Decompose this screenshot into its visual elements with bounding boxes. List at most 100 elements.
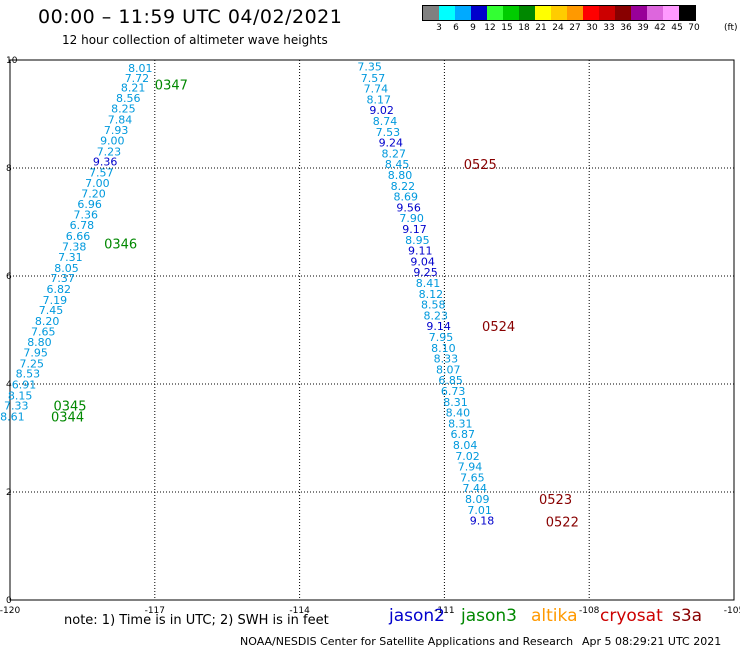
swh-value-label: 7.37 [50, 272, 75, 285]
sat-label-altika: altika [531, 606, 578, 626]
swh-value-label: 8.53 [16, 368, 41, 381]
swh-value-label: 9.25 [413, 266, 438, 279]
swh-value-label: 8.23 [423, 309, 448, 322]
time-label: 0523 [539, 493, 572, 508]
legend-unit: (ft) [724, 23, 738, 33]
swh-value-label: 9.24 [379, 137, 404, 150]
swh-value-label: 8.07 [436, 363, 461, 376]
time-label: 0522 [546, 516, 579, 531]
x-tick-label: -105 [724, 606, 740, 616]
legend-label: 27 [569, 23, 581, 33]
swh-value-label: 9.02 [369, 104, 394, 117]
legend-label: 36 [620, 23, 632, 33]
swh-value-label: 7.94 [458, 461, 483, 474]
swh-value-label: 7.93 [104, 124, 129, 137]
legend-label: 12 [484, 23, 496, 33]
swh-value-label: 9.11 [408, 245, 433, 258]
swh-value-label: 8.10 [431, 342, 456, 355]
time-label: 0346 [104, 238, 137, 253]
legend-swatch [615, 6, 631, 20]
swh-value-label: 8.61 [0, 410, 25, 423]
swh-value-label: 9.00 [100, 134, 125, 147]
swh-value-label: 7.74 [364, 83, 389, 96]
legend-label: 45 [671, 23, 683, 33]
time-label: 0524 [482, 320, 515, 335]
legend-swatch [663, 6, 679, 20]
swh-value-label: 6.82 [46, 283, 71, 296]
legend-label: 21 [535, 23, 547, 33]
legend-labels: (ft) 3 6 9 12 15 18 21 24 27 30 33 36 39 42 45 70 [422, 21, 737, 35]
swh-value-label: 8.45 [385, 158, 410, 171]
legend-label: 3 [436, 23, 442, 33]
swh-value-label: 8.09 [465, 493, 490, 506]
swh-value-label: 8.31 [448, 417, 473, 430]
time-label: 0525 [464, 158, 497, 173]
swh-value-label: 7.90 [399, 212, 424, 225]
swh-value-label: 8.69 [394, 191, 419, 204]
swh-value-label: 7.33 [4, 400, 29, 413]
swh-value-label: 9.18 [470, 515, 495, 528]
swh-value-label: 9.36 [93, 156, 118, 169]
swh-value-label: 7.95 [23, 347, 48, 360]
swh-value-label: 9.04 [410, 255, 435, 268]
swh-value-label: 7.35 [357, 60, 382, 73]
color-legend: (ft) 3 6 9 12 15 18 21 24 27 30 33 36 39 42 45 70 [422, 5, 738, 35]
legend-swatch [535, 6, 551, 20]
swh-value-label: 6.87 [450, 428, 475, 441]
x-tick-label: -114 [289, 606, 310, 616]
swh-value-label: 6.96 [77, 198, 102, 211]
sat-label-cryosat: cryosat [600, 606, 663, 626]
swh-value-label: 7.02 [455, 450, 480, 463]
plot-frame [9, 59, 735, 601]
legend-label: 18 [518, 23, 530, 33]
sat-label-jason2: jason2 [389, 606, 445, 626]
swh-value-label: 7.31 [58, 251, 83, 264]
legend-label: 30 [586, 23, 598, 33]
chart-subtitle: 12 hour collection of altimeter wave hei… [62, 33, 328, 47]
legend-label: 15 [501, 23, 513, 33]
swh-value-label: 8.33 [434, 353, 459, 366]
swh-value-label: 7.53 [376, 126, 401, 139]
swh-value-label: 7.23 [97, 145, 122, 158]
swh-value-label: 8.58 [421, 299, 446, 312]
swh-value-label: 8.74 [373, 115, 398, 128]
y-tick-label: 2 [6, 488, 12, 498]
legend-swatch [503, 6, 519, 20]
legend-label: 70 [688, 23, 700, 33]
sat-label-s3a: s3a [672, 606, 703, 626]
swh-value-label: 7.95 [429, 331, 454, 344]
swh-value-label: 7.84 [108, 113, 133, 126]
swh-value-label: 8.05 [54, 262, 79, 275]
swh-value-label: 8.95 [405, 234, 430, 247]
swh-value-label: 7.65 [460, 471, 485, 484]
swh-value-label: 8.17 [367, 93, 392, 106]
legend-swatch [471, 6, 487, 20]
y-tick-label: 6 [6, 272, 12, 282]
y-tick-label: 0 [6, 596, 12, 606]
credit-text: NOAA/NESDIS Center for Satellite Applica… [240, 635, 574, 648]
swh-value-label: 9.14 [426, 320, 451, 333]
swh-value-label: 8.80 [388, 169, 413, 182]
swh-value-label: 6.78 [70, 219, 95, 232]
y-tick-label: 8 [6, 164, 12, 174]
swh-value-label: 8.56 [116, 92, 141, 105]
footer-note: note: 1) Time is in UTC; 2) SWH is in fe… [64, 613, 329, 628]
legend-swatch [551, 6, 567, 20]
swh-value-label: 8.20 [35, 315, 60, 328]
swh-value-label: 7.65 [31, 326, 56, 339]
swh-value-label: 7.36 [74, 208, 99, 221]
swh-value-label: 7.57 [89, 166, 114, 179]
legend-label: 42 [654, 23, 666, 33]
swh-value-label: 7.20 [81, 187, 106, 200]
legend-swatch [647, 6, 663, 20]
swh-value-label: 7.72 [125, 72, 150, 85]
legend-label: 6 [453, 23, 459, 33]
swh-value-label: 7.44 [463, 482, 488, 495]
legend-swatch [583, 6, 599, 20]
y-tick-label: 4 [6, 380, 12, 390]
legend-label: 39 [637, 23, 649, 33]
swh-value-label: 7.19 [43, 294, 68, 307]
swh-value-label: 7.01 [467, 504, 492, 517]
swh-value-label: 8.27 [381, 147, 406, 160]
